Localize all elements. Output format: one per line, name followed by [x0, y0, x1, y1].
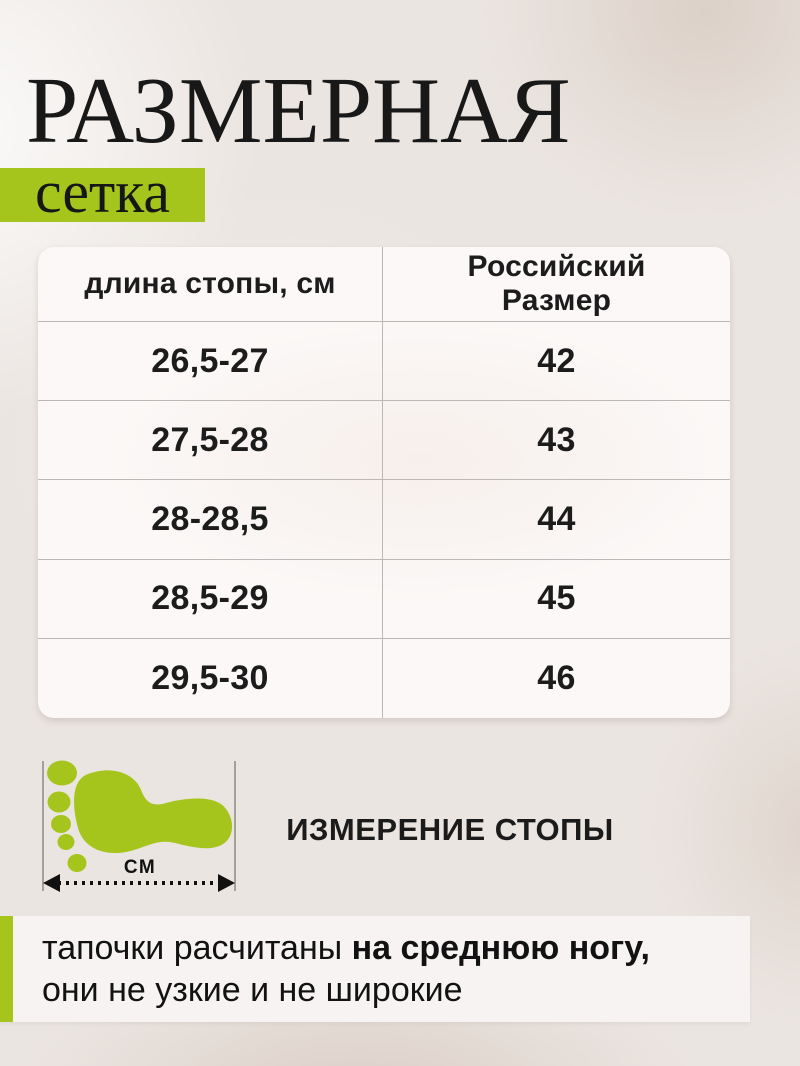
table-header-foot-length-label: длина стопы, см: [84, 267, 336, 300]
table-header-foot-length: длина стопы, см: [38, 247, 383, 322]
measure-arrow-icon: [43, 874, 235, 892]
fit-note: тапочки расчитаны на среднюю ногу, они н…: [0, 916, 750, 1022]
size-table: длина стопы, см Российский Размер 26,5-2…: [38, 247, 730, 718]
cm-unit-label: см: [124, 857, 156, 878]
table-cell-foot-length: 28,5-29: [38, 559, 383, 639]
table-cell-ru-size: 42: [383, 322, 730, 402]
table-cell-ru-size: 44: [383, 480, 730, 560]
table-cell-foot-length: 26,5-27: [38, 322, 383, 402]
table-cell-foot-length: 27,5-28: [38, 401, 383, 481]
measurement-label: ИЗМЕРЕНИЕ СТОПЫ: [286, 812, 614, 847]
fit-note-line-2: они не узкие и не широкие: [42, 971, 463, 1009]
table-header-ru-size: Российский Размер: [383, 247, 730, 322]
table-cell-ru-size: 45: [383, 560, 730, 639]
table-cell-foot-length: 28-28,5: [38, 480, 383, 560]
footprint-measure-icon: см: [42, 760, 236, 892]
page-title: РАЗМЕРНАЯ: [26, 59, 571, 163]
table-cell-foot-length: 29,5-30: [38, 638, 383, 718]
footprint-icon: [47, 760, 233, 872]
table-cell-ru-size: 43: [383, 401, 730, 481]
table-cell-ru-size: 46: [537, 658, 576, 697]
page-subtitle-highlight: сетка: [0, 159, 205, 225]
page-subtitle: сетка: [34, 159, 171, 225]
table-header-ru-size-label: Российский Размер: [467, 250, 646, 317]
fit-note-line-1: тапочки расчитаны на среднюю ногу,: [42, 929, 650, 967]
